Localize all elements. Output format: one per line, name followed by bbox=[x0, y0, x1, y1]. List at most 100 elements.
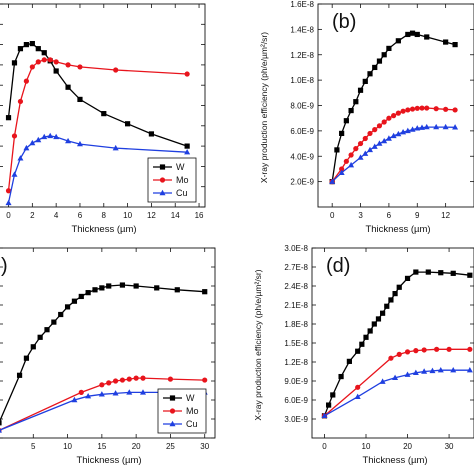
data-point-Mo bbox=[112, 378, 119, 384]
legend-label-W: W bbox=[186, 393, 195, 403]
data-point-Cu bbox=[112, 144, 119, 151]
data-point-Mo bbox=[376, 123, 383, 129]
data-point-Cu bbox=[17, 155, 24, 161]
data-point-Mo bbox=[113, 67, 119, 73]
data-point-Mo bbox=[65, 62, 71, 68]
data-point-Cu bbox=[450, 367, 457, 373]
series-line-Mo bbox=[324, 348, 470, 417]
data-point-W bbox=[37, 334, 43, 340]
data-point-Cu bbox=[140, 389, 146, 395]
series-line-Mo bbox=[331, 107, 456, 182]
series-Cu bbox=[321, 367, 473, 419]
data-point-Mo bbox=[355, 384, 361, 390]
data-point-Mo bbox=[443, 106, 449, 112]
data-point-Mo bbox=[348, 152, 354, 158]
data-point-Cu bbox=[452, 124, 459, 130]
data-point-Cu bbox=[85, 393, 92, 399]
data-point-W bbox=[348, 107, 354, 114]
data-point-Cu bbox=[53, 133, 60, 140]
data-point-W bbox=[380, 310, 386, 316]
x-tick-label: 14 bbox=[171, 211, 180, 220]
data-point-Cu bbox=[404, 371, 411, 377]
data-point-W bbox=[372, 64, 378, 71]
data-point-Cu bbox=[76, 140, 83, 147]
data-point-W bbox=[5, 115, 12, 121]
data-point-W bbox=[154, 285, 160, 291]
legend-marker-W bbox=[169, 395, 176, 401]
data-point-Cu bbox=[367, 146, 373, 153]
data-point-Mo bbox=[17, 98, 24, 105]
data-point-W bbox=[23, 355, 30, 361]
data-point-Mo bbox=[414, 105, 420, 111]
data-point-W bbox=[467, 272, 473, 278]
data-point-Cu bbox=[400, 128, 407, 135]
data-point-Cu bbox=[338, 169, 345, 175]
data-point-Cu bbox=[404, 127, 411, 134]
data-point-Mo bbox=[421, 347, 427, 353]
data-point-W bbox=[29, 40, 35, 47]
data-point-Mo bbox=[396, 351, 402, 357]
x-tick-label: 10 bbox=[362, 442, 371, 451]
data-point-W bbox=[414, 31, 420, 38]
series-Mo bbox=[5, 57, 190, 194]
data-point-Mo bbox=[78, 389, 84, 395]
x-tick-label: 12 bbox=[147, 211, 156, 220]
data-point-W bbox=[11, 60, 18, 66]
data-point-Cu bbox=[442, 123, 449, 130]
data-point-Mo bbox=[77, 64, 83, 70]
data-point-Cu bbox=[385, 135, 392, 141]
y-tick-label: 1.6E-8 bbox=[290, 0, 314, 9]
data-point-Mo bbox=[452, 107, 458, 113]
data-point-W bbox=[65, 84, 71, 90]
chart-panel-c: 5 10 15 20 25 30 Thickness (µm)) W Mo Cu bbox=[0, 247, 216, 466]
data-point-W bbox=[17, 46, 24, 52]
series-Mo bbox=[0, 375, 208, 433]
x-tick-label: 9 bbox=[415, 211, 420, 220]
plot-frame bbox=[317, 3, 474, 208]
data-point-Mo bbox=[391, 113, 397, 119]
x-tick-label: 6 bbox=[78, 211, 83, 220]
data-point-Mo bbox=[409, 106, 416, 112]
data-point-W bbox=[119, 282, 126, 288]
data-point-Mo bbox=[202, 377, 208, 383]
data-point-Mo bbox=[400, 108, 406, 114]
series-Mo bbox=[321, 346, 473, 419]
data-point-Cu bbox=[354, 393, 361, 400]
y-tick-label: 1.5E-8 bbox=[284, 339, 308, 348]
data-point-Mo bbox=[126, 376, 132, 382]
data-point-Cu bbox=[41, 133, 48, 140]
data-point-Mo bbox=[353, 146, 359, 152]
data-point-Cu bbox=[71, 396, 78, 403]
data-point-W bbox=[425, 269, 431, 275]
data-point-Cu bbox=[381, 137, 388, 144]
data-point-Mo bbox=[184, 71, 190, 77]
data-point-W bbox=[125, 121, 131, 127]
chart-panel-d: 0 10 20 30 3.0E-9 6.0E-9 9.0E-9 1.2E-8 1.5E-8 1.8… bbox=[253, 244, 474, 466]
data-point-Cu bbox=[98, 391, 105, 397]
x-tick-label: 6 bbox=[387, 211, 392, 220]
legend-marker-Mo bbox=[169, 408, 176, 414]
data-point-Cu bbox=[23, 144, 30, 151]
data-point-Mo bbox=[339, 166, 345, 172]
data-point-Cu bbox=[184, 148, 191, 155]
data-point-Mo bbox=[133, 375, 139, 381]
data-point-W bbox=[106, 283, 112, 289]
data-point-W bbox=[367, 71, 373, 77]
data-point-Mo bbox=[419, 105, 425, 111]
data-point-W bbox=[452, 42, 458, 48]
data-point-W bbox=[386, 45, 392, 52]
series-W bbox=[5, 40, 190, 149]
y-tick-label: 3.0E-8 bbox=[284, 244, 308, 253]
data-point-W bbox=[339, 130, 345, 137]
x-tick-label: 3 bbox=[358, 211, 363, 220]
x-tick-label: 8 bbox=[102, 211, 107, 220]
y-axis-label: X-ray production efficiency (ph/e/µm²/sr… bbox=[253, 269, 263, 420]
y-tick-label: 1.2E-8 bbox=[290, 51, 314, 60]
x-tick-label: 10 bbox=[123, 211, 132, 220]
data-point-W bbox=[396, 284, 402, 290]
legend-marker-W bbox=[159, 164, 166, 170]
y-tick-label: 2.4E-8 bbox=[284, 282, 308, 291]
data-point-W bbox=[71, 298, 78, 304]
legend: W Mo Cu bbox=[147, 157, 197, 203]
data-point-Cu bbox=[65, 137, 72, 144]
